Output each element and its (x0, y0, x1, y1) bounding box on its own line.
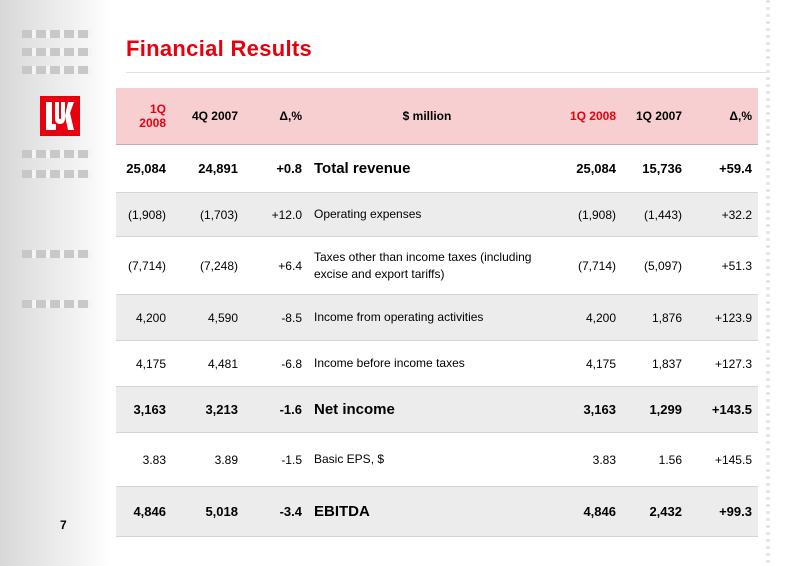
cell: +123.9 (714, 310, 752, 325)
cell: +59.4 (719, 161, 752, 176)
cell: +99.3 (719, 504, 752, 519)
cell: 25,084 (126, 161, 166, 176)
cell: (7,714) (127, 258, 166, 273)
decorative-stripe (22, 48, 92, 56)
cell: +32.2 (721, 207, 752, 222)
header-4q2007: 4Q 2007 (172, 88, 244, 145)
cell: -3.4 (279, 504, 302, 519)
cell: 25,084 (576, 161, 616, 176)
cell: +12.0 (271, 207, 302, 222)
cell: 3.83 (592, 452, 616, 467)
cell: (1,908) (577, 207, 616, 222)
row-label: Income before income taxes (314, 356, 465, 370)
cell: -1.6 (279, 402, 302, 417)
table-row: 4,846 5,018 -3.4 EBITDA 4,846 2,432 +99.… (116, 486, 758, 537)
cell: 3,213 (205, 402, 238, 417)
cell: -1.5 (281, 452, 302, 467)
title-divider (126, 72, 766, 73)
cell: 3.89 (214, 452, 238, 467)
header-delta: Δ,% (244, 88, 308, 145)
cell: 24,891 (198, 161, 238, 176)
decorative-stripe (22, 30, 92, 38)
row-label: Taxes other than income taxes (including… (314, 249, 532, 281)
row-label: Total revenue (314, 160, 411, 177)
cell: 3,163 (133, 402, 166, 417)
decorative-stripe (22, 300, 92, 308)
header-1q2008: 1Q 2008 (116, 88, 172, 145)
cell: +51.3 (721, 258, 752, 273)
cell: (1,908) (127, 207, 166, 222)
cell: +0.8 (276, 161, 302, 176)
cell: 2,432 (649, 504, 682, 519)
cell: 4,481 (207, 356, 238, 371)
cell: +127.3 (714, 356, 752, 371)
cell: 4,846 (133, 504, 166, 519)
decorative-stripe (22, 170, 92, 178)
row-label: Income from operating activities (314, 310, 484, 324)
financial-results-table: 1Q 2008 4Q 2007 Δ,% $ million 1Q 2008 1Q… (116, 88, 758, 537)
table-row: 3,163 3,213 -1.6 Net income 3,163 1,299 … (116, 386, 758, 433)
table-row: 4,175 4,481 -6.8 Income before income ta… (116, 341, 758, 387)
cell: 1.56 (658, 452, 682, 467)
cell: (5,097) (643, 258, 682, 273)
cell: 4,590 (207, 310, 238, 325)
table-row: (7,714) (7,248) +6.4 Taxes other than in… (116, 237, 758, 295)
decorative-stripe (22, 150, 92, 158)
header-1q2007: 1Q 2007 (622, 88, 688, 145)
header-1q2008-right: 1Q 2008 (546, 88, 622, 145)
cell: 1,837 (651, 356, 682, 371)
cell: 1,299 (649, 402, 682, 417)
cell: +143.5 (711, 402, 752, 417)
decorative-side-panel (0, 0, 112, 566)
page-number: 7 (60, 518, 67, 532)
row-label: Net income (314, 401, 395, 418)
cell: 4,846 (583, 504, 616, 519)
row-label: EBITDA (314, 503, 370, 520)
decorative-dotted-line (766, 0, 770, 566)
page-title: Financial Results (126, 36, 313, 61)
lukoil-logo-icon (40, 96, 80, 136)
decorative-stripe (22, 66, 92, 74)
cell: 5,018 (205, 504, 238, 519)
cell: 4,175 (135, 356, 166, 371)
header-delta-right: Δ,% (688, 88, 758, 145)
cell: (1,443) (643, 207, 682, 222)
cell: 4,200 (585, 310, 616, 325)
cell: +6.4 (278, 258, 302, 273)
row-label: Basic EPS, $ (314, 452, 385, 466)
cell: (7,714) (577, 258, 616, 273)
cell: 4,200 (135, 310, 166, 325)
cell: 3,163 (583, 402, 616, 417)
cell: +145.5 (714, 452, 752, 467)
table-row: 25,084 24,891 +0.8 Total revenue 25,084 … (116, 145, 758, 193)
header-units: $ million (308, 88, 546, 145)
cell: (1,703) (199, 207, 238, 222)
table-header-row: 1Q 2008 4Q 2007 Δ,% $ million 1Q 2008 1Q… (116, 88, 758, 145)
cell: -8.5 (281, 310, 302, 325)
cell: -6.8 (281, 356, 302, 371)
cell: 4,175 (585, 356, 616, 371)
table-row: 3.83 3.89 -1.5 Basic EPS, $ 3.83 1.56 +1… (116, 433, 758, 487)
cell: 15,736 (642, 161, 682, 176)
row-label: Operating expenses (314, 207, 422, 221)
cell: 3.83 (142, 452, 166, 467)
table-row: 4,200 4,590 -8.5 Income from operating a… (116, 294, 758, 341)
decorative-stripe (22, 250, 92, 258)
cell: (7,248) (199, 258, 238, 273)
table-row: (1,908) (1,703) +12.0 Operating expenses… (116, 192, 758, 237)
cell: 1,876 (651, 310, 682, 325)
